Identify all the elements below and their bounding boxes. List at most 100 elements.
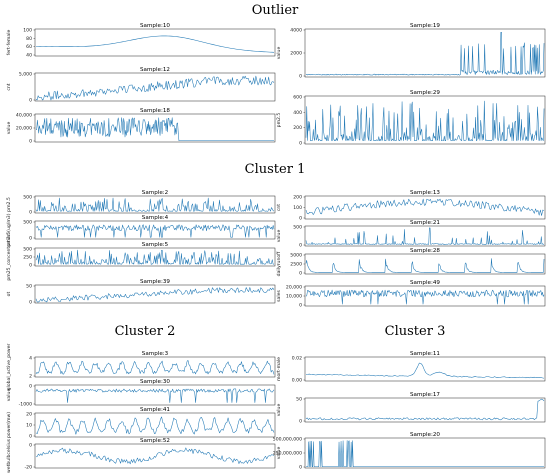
panel-title: Sample:28 bbox=[410, 248, 440, 254]
y-tick-label: 100 bbox=[23, 28, 32, 34]
y-tick-label: 500 bbox=[23, 220, 32, 226]
series-line bbox=[35, 117, 274, 142]
plot-frame bbox=[304, 285, 546, 307]
panel-title: Sample:20 bbox=[410, 432, 440, 438]
y-tick-label: 0 bbox=[299, 465, 302, 471]
y-tick-label: 500 bbox=[23, 195, 32, 201]
plot-frame bbox=[34, 356, 276, 378]
y-tick-label: 2500 bbox=[290, 262, 302, 268]
chart-panel: Sample:5 pm25_concentration 0 250 500 bbox=[6, 233, 276, 281]
chart-panel: Sample:18 value 0 20,000 40,000 bbox=[6, 108, 276, 145]
series-line bbox=[305, 398, 545, 421]
y-tick-label: 0 bbox=[299, 419, 302, 425]
y-axis-label: value bbox=[276, 230, 282, 243]
chart-panel: Sample:49 sales 0 10,000 20,000 bbox=[276, 280, 546, 309]
plot-frame bbox=[34, 220, 276, 240]
y-tick-label: 0 bbox=[299, 303, 302, 309]
panel-title: Sample:21 bbox=[410, 220, 440, 226]
chart-panel: Sample:10 fert-female 40 60 80 100 bbox=[6, 23, 276, 59]
y-axis-label: value bbox=[276, 47, 282, 60]
plot-frame bbox=[304, 437, 546, 469]
y-axis-label: global_active_power bbox=[6, 344, 12, 391]
y-tick-label: 0 bbox=[29, 236, 32, 242]
y-tick-label: 0.00 bbox=[292, 378, 302, 384]
panel-title: Sample:52 bbox=[140, 438, 170, 444]
chart-panel: Sample:21 value 0 500 bbox=[276, 220, 546, 249]
y-tick-label: -20 bbox=[24, 465, 32, 471]
plot-frame bbox=[304, 28, 546, 78]
series-line bbox=[305, 227, 545, 245]
plot-frame bbox=[34, 284, 276, 304]
y-tick-label: 0 bbox=[299, 216, 302, 222]
y-tick-label: 4 bbox=[29, 356, 32, 362]
panel-title: Sample:5 bbox=[142, 242, 169, 248]
y-tick-label: 0.02 bbox=[292, 356, 302, 362]
plot-frame bbox=[304, 225, 546, 247]
chart-panel: Sample:3 global_active_power 2 4 bbox=[6, 344, 276, 391]
chart-panel: Sample:12 cnt 0 5,000 bbox=[6, 67, 276, 104]
chart-panel: Sample:2 pm2.5 0 500 bbox=[6, 190, 276, 216]
section-title-cluster1: Cluster 1 bbox=[245, 162, 306, 177]
y-tick-label: 5,000 bbox=[19, 72, 32, 78]
y-tick-label: 20 bbox=[26, 412, 32, 418]
panels-group: Sample:10fert-female406080100Sample:12cn… bbox=[6, 23, 546, 473]
panel-title: Sample:49 bbox=[410, 280, 440, 286]
chart-panel: Sample:20 value 0 250,000,000 500,000,000 bbox=[273, 432, 546, 471]
series-line bbox=[35, 388, 275, 403]
y-tick-label: 500 bbox=[293, 225, 302, 231]
plot-frame bbox=[34, 28, 276, 57]
section-title-cluster2: Cluster 2 bbox=[115, 324, 176, 339]
series-line bbox=[35, 249, 275, 265]
plot-frame bbox=[304, 253, 546, 275]
series-line bbox=[35, 224, 275, 238]
y-tick-label: 600 bbox=[293, 95, 302, 101]
y-tick-label: 500 bbox=[23, 247, 32, 253]
plot-frame bbox=[34, 384, 276, 406]
y-tick-label: 2000 bbox=[290, 51, 302, 57]
plot-frame bbox=[304, 195, 546, 220]
y-axis-label: pm2.5(ug/m3) bbox=[6, 213, 12, 246]
y-tick-label: 50 bbox=[26, 284, 32, 290]
series-line bbox=[305, 32, 545, 76]
y-axis-label: wetbulbcelsius bbox=[6, 438, 12, 473]
plot-frame bbox=[34, 195, 276, 214]
y-axis-label: dailyrunoff bbox=[276, 251, 282, 277]
y-tick-label: 40,000 bbox=[16, 113, 32, 119]
series-line bbox=[35, 197, 275, 212]
y-axis-label: pm2.5 bbox=[6, 197, 12, 212]
panel-title: Sample:29 bbox=[410, 90, 440, 96]
y-tick-label: 20,000 bbox=[286, 285, 302, 291]
y-tick-label: 0 bbox=[29, 443, 32, 449]
plot-frame bbox=[304, 356, 546, 382]
y-tick-label: 50 bbox=[296, 397, 302, 403]
y-tick-label: 0 bbox=[29, 139, 32, 145]
series-line bbox=[306, 440, 544, 467]
y-tick-label: 0 bbox=[299, 271, 302, 277]
y-axis-label: mort-male bbox=[276, 357, 282, 381]
y-axis-label: power(mw) bbox=[6, 412, 12, 438]
y-tick-label: 2 bbox=[29, 374, 32, 380]
y-tick-label: 0 bbox=[299, 141, 302, 147]
series-line bbox=[305, 100, 545, 141]
section-title-outlier: Outlier bbox=[252, 3, 299, 18]
chart-panel: Sample:52 wetbulbcelsius -20 0 bbox=[6, 438, 276, 473]
y-tick-label: 0 bbox=[299, 243, 302, 249]
y-tick-label: 400 bbox=[293, 110, 302, 116]
panel-title: Sample:11 bbox=[410, 351, 440, 357]
chart-panel: Sample:19 value 0 2000 4000 bbox=[276, 23, 546, 80]
panel-title: Sample:30 bbox=[140, 379, 170, 385]
y-tick-label: 200 bbox=[293, 125, 302, 131]
series-line bbox=[35, 360, 275, 375]
plot-frame bbox=[34, 247, 276, 267]
y-axis-label: sales bbox=[276, 290, 282, 302]
plot-frame bbox=[34, 72, 276, 102]
y-tick-label: 60 bbox=[26, 44, 32, 50]
y-axis-label: value bbox=[6, 122, 12, 135]
y-axis-label: cnt bbox=[6, 83, 12, 90]
series-line bbox=[35, 447, 275, 465]
y-tick-label: 40 bbox=[26, 53, 32, 59]
y-tick-label: 200 bbox=[293, 195, 302, 201]
panel-title: Sample:3 bbox=[142, 351, 169, 357]
y-tick-label: 500,000,000 bbox=[273, 437, 302, 443]
y-tick-label: 80 bbox=[26, 36, 32, 42]
